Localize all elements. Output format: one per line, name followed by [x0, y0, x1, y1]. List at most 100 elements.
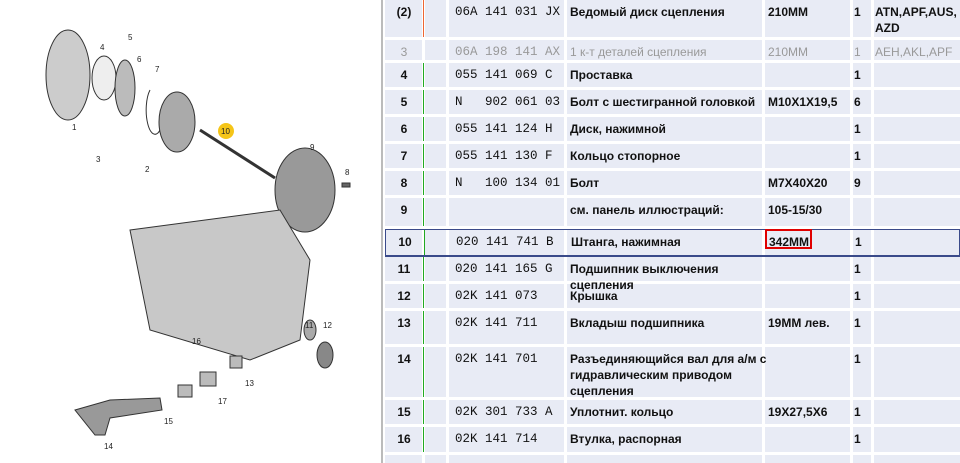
quantity-cell: 1: [854, 289, 861, 303]
description-cell: Болт: [570, 176, 600, 190]
part-number-cell: 055 141 124 H: [455, 122, 553, 136]
svg-text:9: 9: [310, 143, 315, 152]
table-row[interactable]: 6 055 141 124 H Диск, нажимной 1: [385, 117, 960, 144]
svg-text:16: 16: [192, 337, 201, 346]
row-marker: [423, 257, 424, 281]
table-row[interactable]: 11 020 141 165 G Подшипник выключения сцеп…: [385, 257, 960, 292]
quantity-cell: 1: [854, 149, 861, 163]
part-number-cell: 06A 141 031 JX: [455, 5, 561, 19]
part-number-cell: 06A 198 141 AX: [455, 45, 561, 59]
svg-text:3: 3: [96, 155, 101, 164]
part-number-cell: 02K 141 714: [455, 432, 538, 446]
quantity-cell: 9: [854, 176, 861, 190]
quantity-cell: 1: [854, 45, 861, 59]
pane-divider[interactable]: [381, 0, 383, 463]
column-separator: [871, 0, 874, 463]
description-cell: Проставка: [570, 68, 633, 82]
row-marker: [424, 230, 425, 255]
description-cell: Подшипник выключения сцепления: [570, 262, 719, 292]
position-cell: 15: [397, 405, 411, 419]
column-separator: [850, 0, 853, 463]
description-cell: Штанга, нажимная: [571, 235, 681, 249]
table-row[interactable]: 9 см. панель иллюстраций: 105-15/30: [385, 198, 960, 229]
callout-10-highlight: [218, 123, 234, 139]
part-number-cell: 02K 141 701: [455, 352, 538, 366]
part-number-cell: N 902 061 03: [455, 95, 561, 109]
part-number-cell: 020 141 741 B: [456, 235, 554, 249]
part-number-cell: 055 141 069 C: [455, 68, 553, 82]
description-cell: 1 к-т деталей сцепления: [570, 45, 707, 59]
description-cell: Диск, нажимной: [570, 122, 666, 136]
column-separator: [762, 0, 765, 463]
position-cell: 10: [398, 235, 412, 249]
description-cell: Вкладыш подшипника: [570, 316, 705, 330]
row-marker: [423, 40, 424, 60]
table-row[interactable]: 15 02K 301 733 A Уплотнит. кольцо 19X27,5X6…: [385, 400, 960, 427]
table-row[interactable]: 12 02K 141 073 Крышка 1: [385, 284, 960, 311]
quantity-cell: 1: [854, 432, 861, 446]
push-rod: [199, 128, 276, 180]
column-separator: [422, 0, 425, 463]
row-marker: [423, 284, 424, 308]
position-cell: 6: [400, 122, 408, 136]
parts-table: (2) 06A 141 031 JX Ведомый диск сцепления 2…: [385, 0, 960, 463]
position-cell: 16: [397, 432, 411, 446]
quantity-cell: 1: [854, 405, 861, 419]
position-cell: 12: [397, 289, 411, 303]
svg-text:17: 17: [218, 397, 227, 406]
position-cell: 4: [400, 68, 408, 82]
svg-text:10: 10: [221, 127, 230, 136]
quantity-cell: 1: [854, 352, 861, 366]
svg-text:7: 7: [155, 65, 160, 74]
table-row[interactable]: 14 02K 141 701 Разъединяющийся вал для а/м…: [385, 347, 960, 400]
table-row[interactable]: 3 06A 198 141 AX 1 к-т деталей сцепления 21…: [385, 40, 960, 63]
row-marker: [423, 90, 424, 114]
part-number-cell: N 100 134 01: [455, 176, 561, 190]
table-row[interactable]: 5 N 902 061 03 Болт с шестигранной головко…: [385, 90, 960, 117]
position-cell: 5: [400, 95, 408, 109]
row-marker: [423, 63, 424, 87]
spacer-ring: [91, 55, 117, 101]
table-row[interactable]: 7 055 141 130 F Кольцо стопорное 1: [385, 144, 960, 171]
part-number-cell: 02K 301 733 A: [455, 405, 553, 419]
table-row[interactable]: (2) 06A 141 031 JX Ведомый диск сцепления 2…: [385, 0, 960, 40]
description-cell: Крышка: [570, 289, 618, 303]
quantity-cell: 1: [855, 235, 862, 249]
note-cell: 19MM лев.: [768, 316, 830, 330]
position-cell: (2): [396, 5, 412, 19]
svg-text:8: 8: [345, 168, 350, 177]
part-number-cell: 02K 141 711: [455, 316, 538, 330]
note-cell: M10X1X19,5: [768, 95, 838, 109]
table-row[interactable]: 4 055 141 069 C Проставка 1: [385, 63, 960, 90]
quantity-cell: 1: [854, 5, 861, 19]
flywheel: [274, 147, 336, 233]
note-cell: M7X40X20: [768, 176, 828, 190]
engine-codes-cell: ATN,APF,AUS, AZD: [875, 5, 957, 35]
gearbox: [129, 209, 311, 361]
svg-text:14: 14: [104, 442, 113, 451]
svg-text:15: 15: [164, 417, 173, 426]
table-row[interactable]: 13 02K 141 711 Вкладыш подшипника 19MM лев.…: [385, 311, 960, 347]
position-cell: 14: [397, 352, 411, 366]
row-marker: [423, 171, 424, 195]
svg-text:11: 11: [305, 321, 314, 330]
row-marker: [423, 117, 424, 141]
svg-text:12: 12: [323, 321, 332, 330]
quantity-cell: 1: [854, 68, 861, 82]
description-cell: Ведомый диск сцепления: [570, 5, 725, 19]
description-cell: Втулка, распорная: [570, 432, 682, 446]
description-cell: Разъединяющийся вал для а/м с гидравличе…: [570, 352, 767, 398]
note-cell: 342MM: [769, 235, 810, 249]
table-row[interactable]: 8 N 100 134 01 Болт M7X40X20 9: [385, 171, 960, 198]
quantity-cell: 6: [854, 95, 861, 109]
table-row[interactable]: 16 02K 141 714 Втулка, распорная 1: [385, 427, 960, 455]
table-row[interactable]: 10 020 141 741 B Штанга, нажимная 342MM 1: [385, 229, 960, 257]
column-separator: [446, 0, 449, 463]
pressure-disc: [114, 59, 136, 117]
row-marker: [423, 0, 424, 37]
description-cell: Болт с шестигранной головкой: [570, 95, 756, 109]
description-cell: Уплотнит. кольцо: [570, 405, 674, 419]
release-shaft: [74, 397, 163, 436]
